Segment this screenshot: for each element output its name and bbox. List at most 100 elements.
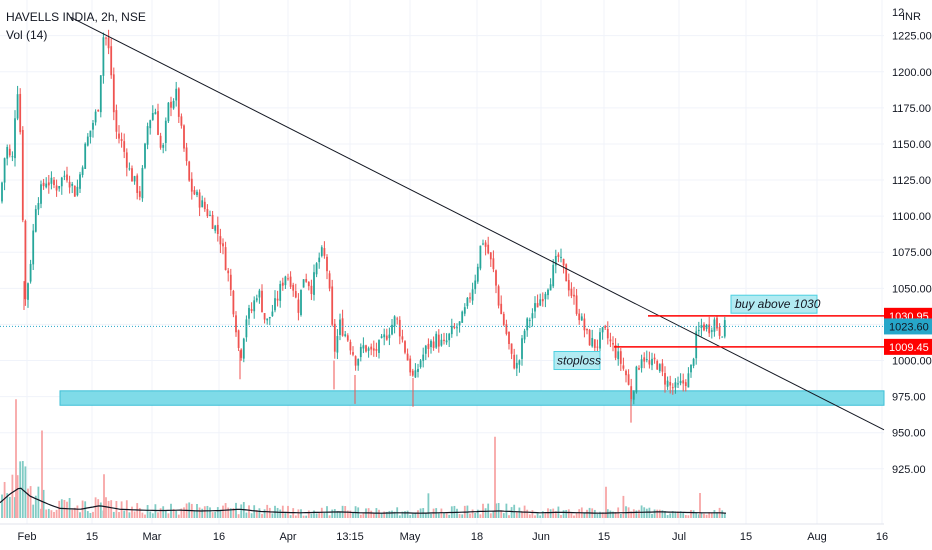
candle-body	[323, 248, 326, 256]
volume-bar	[89, 512, 92, 518]
volume-bar	[359, 514, 362, 518]
volume-bar	[177, 514, 180, 518]
candle-body	[50, 177, 53, 184]
volume-bar	[362, 512, 365, 518]
candle-body	[302, 279, 305, 288]
stoploss-note[interactable]: stoploss	[553, 351, 601, 371]
volume-bar	[471, 509, 474, 518]
volume-bar	[315, 513, 318, 518]
candle-body	[6, 146, 9, 159]
volume-bar	[539, 515, 542, 518]
candle-body	[99, 75, 102, 113]
buy-note[interactable]: buy above 1030	[730, 294, 821, 314]
volume-bar	[469, 513, 471, 518]
candle-body	[261, 290, 263, 313]
candle-body	[721, 336, 724, 338]
volume-bar	[699, 493, 701, 518]
volume-bar	[307, 510, 310, 518]
candle-body	[235, 315, 237, 333]
volume-bar	[237, 514, 240, 518]
candle-body	[60, 177, 63, 187]
candle-body	[508, 331, 510, 344]
volume-bar	[294, 515, 297, 518]
candle-body	[263, 313, 266, 320]
support-zone[interactable]	[59, 390, 885, 406]
volume-bar	[443, 512, 445, 518]
volume-bar	[549, 509, 552, 518]
volume-bar	[653, 509, 656, 518]
volume-bar	[391, 510, 393, 518]
volume-bar	[586, 509, 588, 518]
candle-body	[586, 328, 588, 331]
volume-bar	[554, 511, 557, 518]
candle-body	[391, 324, 393, 335]
volume-bar	[534, 515, 536, 518]
volume-bar	[331, 509, 334, 518]
price-axis[interactable]: 925.00950.00975.001000.001025.001050.001…	[892, 7, 932, 476]
candle-body	[125, 152, 128, 168]
volume-bar	[32, 504, 35, 518]
candle-body	[336, 336, 339, 353]
candle-body	[354, 356, 357, 366]
price-tick-label: 1050.00	[892, 283, 932, 295]
volume-bar	[669, 513, 672, 518]
volume-bar	[593, 509, 596, 518]
volume-bar	[209, 507, 211, 518]
candle-body	[638, 368, 640, 370]
candle-body	[71, 183, 74, 186]
volume-bar	[437, 513, 440, 518]
candle-body	[534, 303, 536, 312]
candle-body	[372, 348, 375, 351]
volume-bar	[76, 505, 79, 518]
candle-body	[357, 359, 360, 366]
symbol-title[interactable]: HAVELLS INDIA, 2h, NSE	[6, 10, 146, 24]
volume-bar	[635, 510, 638, 518]
volume-bar	[47, 508, 50, 518]
volume-bar	[352, 512, 354, 518]
candle-body	[313, 272, 315, 295]
candle-body	[567, 280, 570, 291]
volume-bar	[565, 509, 568, 518]
candle-body	[625, 370, 627, 376]
volume-bar	[151, 513, 154, 518]
candle-body	[170, 101, 172, 108]
volume-bar	[552, 508, 555, 518]
candle-body	[601, 327, 604, 333]
volume-bar	[380, 512, 383, 518]
volume-bar	[677, 511, 679, 518]
candle-body	[723, 320, 726, 337]
candle-body	[367, 348, 370, 351]
volume-bar	[229, 508, 232, 518]
candle-body	[378, 340, 380, 353]
volume-bar	[276, 507, 279, 518]
volume-ma-line	[0, 487, 727, 514]
volume-bar	[250, 513, 253, 518]
volume-bar	[697, 514, 700, 518]
volume-bar	[383, 511, 386, 518]
candle-body	[167, 102, 170, 122]
volume-bar	[404, 511, 406, 518]
time-axis[interactable]: Feb 15 Mar 16 Apr 13:15 May 18 Jun 15 Jul 15 Aug 16	[0, 523, 888, 543]
candle-body	[406, 353, 409, 361]
trendline[interactable]	[69, 16, 885, 431]
candle-body	[432, 341, 435, 348]
chart-legend: HAVELLS INDIA, 2h, NSE Vol (14)	[6, 8, 146, 44]
candle-body	[505, 324, 508, 334]
volume-indicator-label[interactable]: Vol (14)	[6, 28, 48, 42]
candle-body	[3, 158, 6, 183]
volume-bar	[172, 508, 175, 518]
candle-body	[188, 161, 191, 181]
candle-body	[614, 345, 617, 358]
volume-bar	[183, 507, 185, 518]
time-tick-label: Apr	[279, 531, 296, 543]
volume-bar	[567, 509, 570, 518]
volume-bar	[679, 511, 682, 518]
candle-body	[383, 334, 386, 338]
candle-body	[705, 324, 708, 329]
candle-body	[315, 263, 318, 275]
candle-body	[547, 289, 549, 296]
volume-bar	[562, 510, 565, 518]
candle-body	[575, 295, 578, 314]
candle-body	[396, 318, 399, 320]
